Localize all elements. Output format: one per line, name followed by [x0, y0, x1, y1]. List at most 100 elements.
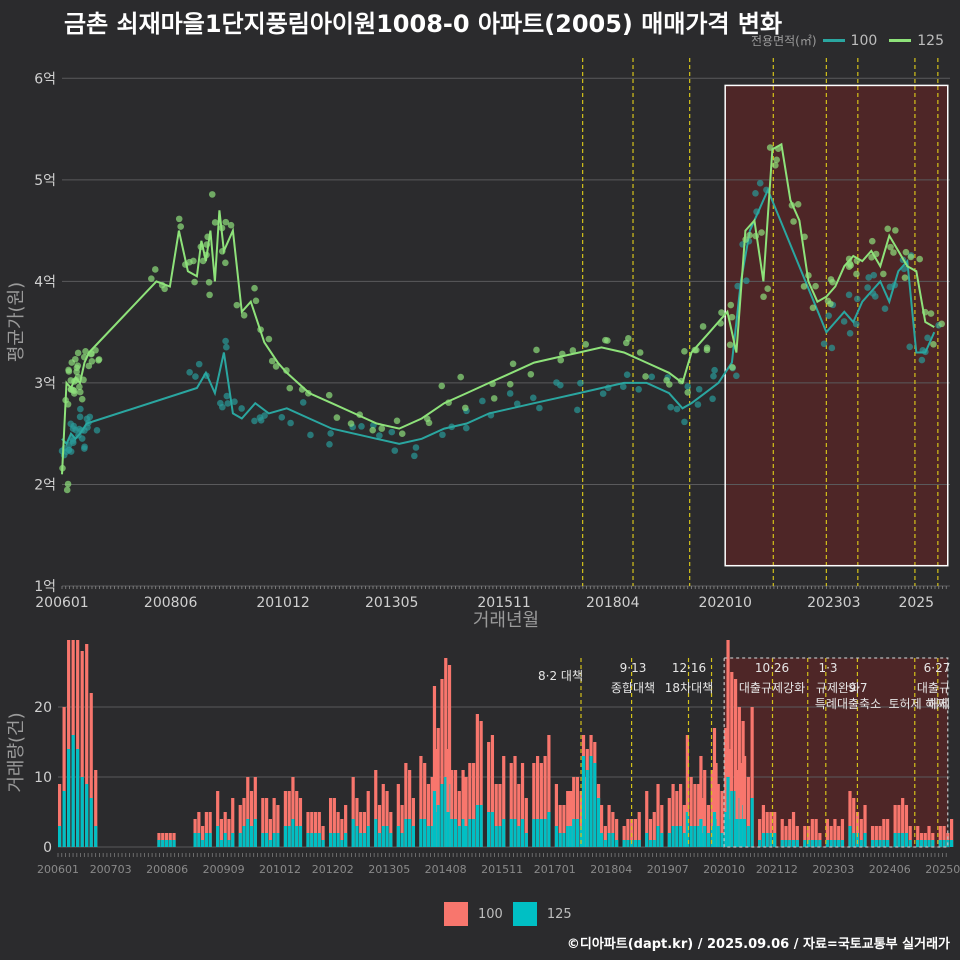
price-point-125: [602, 336, 609, 344]
volume-bar-125: [58, 826, 62, 847]
volume-bar-100: [712, 728, 717, 847]
volume-bar-125: [942, 840, 946, 847]
volume-bar-100: [408, 770, 412, 847]
price-point-125: [490, 395, 498, 402]
volume-bar-100: [381, 784, 385, 847]
volume-bar-125: [615, 840, 619, 847]
volume-bar-100: [599, 805, 604, 847]
volume-bar-125: [607, 833, 611, 847]
y-axis-label: 평균가(원): [6, 282, 27, 362]
volume-bar-125: [94, 826, 98, 847]
volume-bar-125: [468, 819, 472, 847]
volume-bar-125: [340, 840, 344, 847]
price-point-125: [268, 357, 276, 365]
price-point-125: [938, 320, 945, 328]
price-point-100: [76, 413, 84, 421]
volume-bar-100: [882, 819, 886, 847]
policy-annotation: 9·13: [620, 661, 647, 675]
price-point-100: [684, 383, 692, 390]
volume-bar-125: [697, 826, 701, 847]
price-point-125: [272, 363, 280, 370]
volume-bar-125: [788, 840, 792, 847]
policy-annotation: 토허제 해제: [888, 697, 947, 711]
volume-bar-125: [689, 826, 693, 847]
volume-bar-125: [223, 833, 227, 847]
volume-bar-100: [671, 784, 675, 847]
price-point-125: [398, 430, 406, 438]
price-point-125: [794, 201, 802, 208]
policy-annotation: 8·2 대책: [538, 668, 583, 683]
volume-bar-125: [509, 819, 513, 847]
volume-bar-125: [377, 833, 382, 847]
price-point-125: [151, 266, 159, 273]
price-point-100: [391, 447, 399, 454]
volume-x-tick-label: 200601: [37, 863, 79, 876]
price-point-125: [252, 297, 260, 305]
legend-swatch-125: [889, 39, 912, 42]
volume-bar-100: [249, 791, 254, 847]
volume-bar-100: [76, 640, 80, 847]
price-point-100: [711, 366, 718, 374]
volume-bar-125: [444, 777, 448, 847]
volume-bar-100: [524, 798, 528, 847]
price-point-125: [927, 310, 935, 317]
volume-bar-100: [750, 707, 754, 847]
volume-bar-125: [633, 840, 638, 847]
price-line-125: [61, 142, 935, 475]
price-point-100: [918, 356, 926, 364]
volume-bar-125: [848, 826, 852, 847]
volume-bar-100: [554, 784, 559, 847]
volume-bar-100: [848, 791, 852, 847]
volume-bar-125: [599, 833, 604, 847]
volume-bar-100: [710, 770, 714, 847]
price-point-100: [852, 320, 860, 328]
price-point-125: [76, 383, 83, 391]
volume-bar-100: [487, 742, 491, 847]
volume-bar-125: [313, 833, 318, 847]
volume-bar-100: [697, 784, 701, 847]
volume-bar-100: [675, 791, 679, 847]
volume-bar-100: [310, 812, 314, 847]
volume-x-tick-label: 200909: [203, 863, 245, 876]
volume-bar-100: [927, 826, 931, 847]
volume-bar-125: [472, 819, 476, 847]
volume-bar-100: [461, 770, 465, 847]
policy-annotation: 대출규제강화: [739, 681, 805, 695]
volume-bar-100: [870, 826, 875, 847]
volume-bar-125: [168, 840, 172, 847]
volume-bar-100: [837, 826, 841, 847]
price-point-100: [77, 405, 84, 413]
volume-bar-100: [231, 798, 235, 847]
volume-bar-125: [919, 840, 924, 847]
y-tick-label: 3억: [34, 376, 56, 392]
price-point-125: [222, 218, 230, 226]
policy-annotation: 12·16: [672, 661, 706, 675]
policy-annotation: 1·3: [818, 661, 837, 675]
price-point-125: [251, 284, 258, 292]
price-point-125: [72, 355, 79, 363]
price-point-125: [930, 340, 937, 348]
volume-bar-125: [513, 819, 517, 847]
volume-bar-125: [818, 840, 822, 847]
price-point-125: [208, 191, 216, 198]
volume-bar-125: [283, 826, 288, 847]
price-point-100: [694, 401, 702, 408]
volume-bar-100: [498, 784, 502, 847]
price-point-100: [439, 431, 446, 439]
price-point-100: [756, 179, 764, 187]
x-axis-label: 거래년월: [473, 610, 539, 631]
price-point-125: [283, 367, 290, 374]
price-point-125: [64, 480, 72, 488]
volume-bar-100: [833, 819, 837, 847]
volume-bar-125: [656, 826, 660, 847]
volume-bar-125: [825, 840, 829, 847]
volume-y-tick-label: 10: [34, 770, 52, 786]
volume-bar-125: [735, 819, 739, 847]
volume-bar-125: [419, 819, 423, 847]
volume-bar-100: [201, 826, 205, 847]
volume-x-tick-label: 201511: [481, 863, 523, 876]
volume-bar-100: [520, 763, 525, 847]
price-point-125: [907, 253, 915, 261]
price-point-100: [577, 379, 584, 387]
volume-bar-125: [436, 805, 440, 847]
